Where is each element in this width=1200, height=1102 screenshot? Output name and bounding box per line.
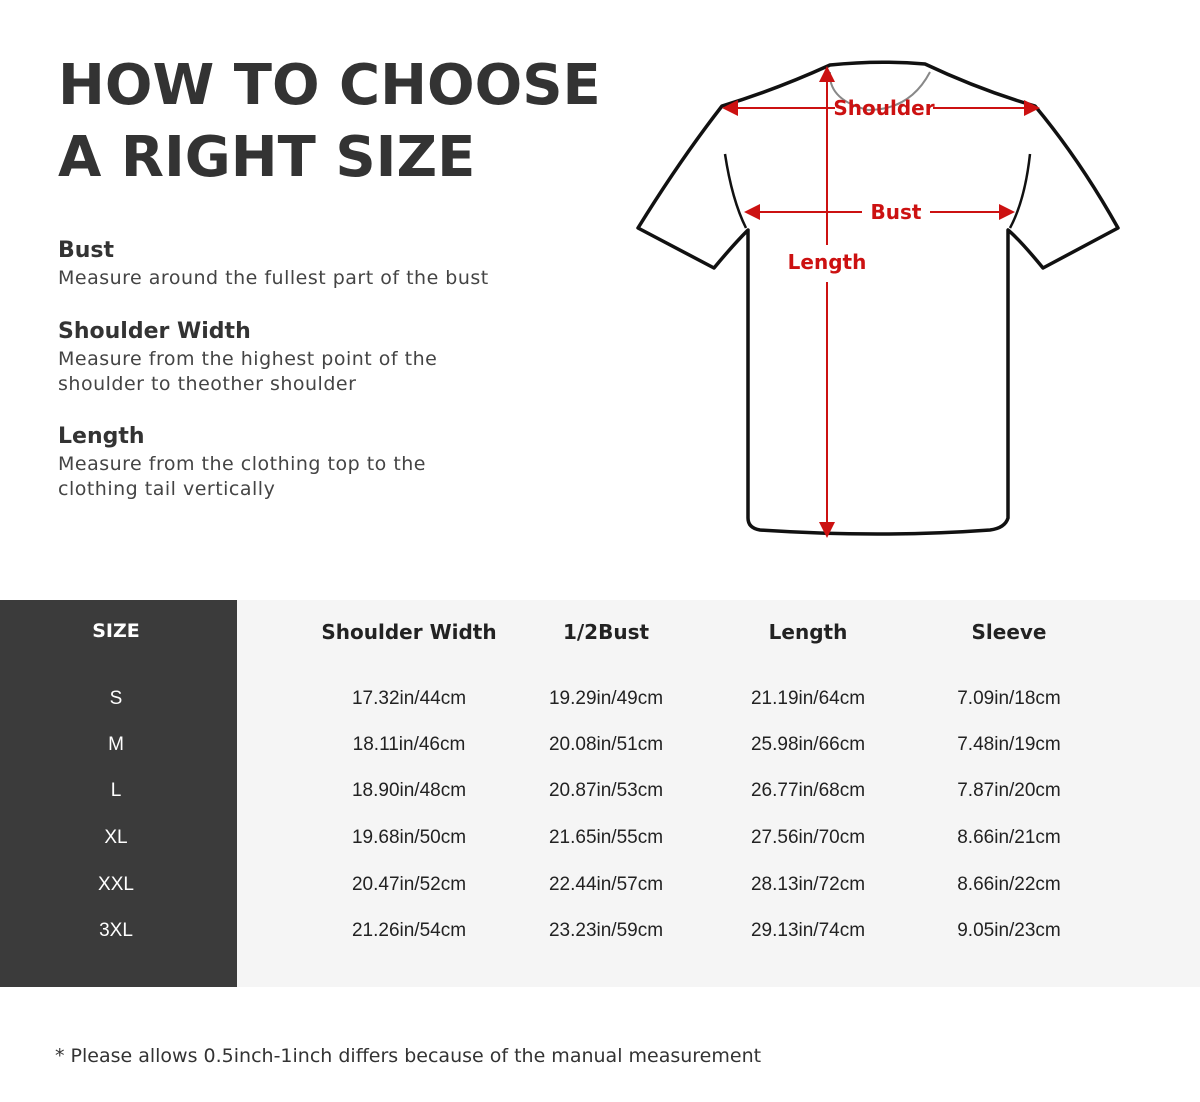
table-cell: 27.56in/70cm — [750, 827, 866, 848]
table-header-cell: SIZE — [92, 620, 140, 642]
definition-text: clothing tail vertically — [58, 478, 276, 500]
table-cell: 21.19in/64cm — [750, 688, 866, 709]
table-cell: 8.66in/22cm — [957, 874, 1061, 895]
table-cell: 18.90in/48cm — [351, 780, 467, 801]
table-header-cell: Length — [768, 620, 848, 644]
definition-text: shoulder to theother shoulder — [58, 373, 357, 395]
shoulder-label: Shoulder — [833, 96, 934, 120]
table-cell: 22.44in/57cm — [548, 874, 664, 895]
size-label: 3XL — [99, 920, 133, 941]
table-header-cell: Shoulder Width — [321, 620, 497, 644]
size-label: S — [109, 688, 123, 709]
definition-bust: Bust Measure around the fullest part of … — [58, 236, 489, 291]
table-cell: 18.11in/46cm — [352, 734, 466, 755]
definition-text: Measure from the clothing top to the — [58, 453, 426, 475]
size-label: XL — [104, 827, 128, 848]
table-cell: 7.87in/20cm — [957, 780, 1061, 801]
definition-shoulder-width: Shoulder Width Measure from the highest … — [58, 317, 437, 397]
size-table: SIZE Shoulder Width 1/2Bust Length Sleeve S 17… — [0, 600, 1200, 987]
bust-label: Bust — [871, 200, 922, 224]
table-header-cell: 1/2Bust — [562, 620, 650, 644]
table-cell: 28.13in/72cm — [750, 874, 866, 895]
tshirt-outline — [636, 60, 1120, 536]
title-line-1: HOW TO CHOOSE — [58, 53, 601, 118]
table-cell: 21.65in/55cm — [548, 827, 664, 848]
title-line-2: A RIGHT SIZE — [58, 125, 476, 190]
table-cell: 19.29in/49cm — [548, 688, 664, 709]
definition-term: Length — [58, 424, 145, 449]
tshirt-diagram: Shoulder Bust Length — [636, 60, 1120, 538]
table-header-cell: Sleeve — [971, 620, 1047, 644]
length-label: Length — [788, 250, 867, 274]
measurement-note: * Please allows 0.5inch-1inch differs be… — [55, 1045, 762, 1067]
table-cell: 29.13in/74cm — [750, 920, 866, 941]
table-cell: 26.77in/68cm — [750, 780, 866, 801]
definition-text: Measure from the highest point of the — [58, 348, 438, 370]
table-cell: 19.68in/50cm — [351, 827, 467, 848]
size-label: L — [110, 780, 122, 801]
definition-term: Shoulder Width — [58, 319, 251, 344]
table-cell: 21.26in/54cm — [351, 920, 467, 941]
table-cell: 20.08in/51cm — [548, 734, 664, 755]
definition-term: Bust — [58, 238, 115, 263]
table-cell: 20.47in/52cm — [351, 874, 467, 895]
definition-length: Length Measure from the clothing top to … — [58, 422, 426, 502]
size-label: XXL — [98, 874, 134, 895]
table-cell: 25.98in/66cm — [750, 734, 866, 755]
table-cell: 9.05in/23cm — [957, 920, 1061, 941]
size-label: M — [108, 734, 124, 755]
size-column — [0, 600, 237, 987]
table-cell: 23.23in/59cm — [548, 920, 664, 941]
definition-text: Measure around the fullest part of the b… — [58, 267, 489, 289]
table-cell: 8.66in/21cm — [957, 827, 1061, 848]
table-cell: 7.48in/19cm — [957, 734, 1061, 755]
table-cell: 17.32in/44cm — [351, 688, 467, 709]
table-cell: 20.87in/53cm — [548, 780, 664, 801]
table-cell: 7.09in/18cm — [957, 688, 1061, 709]
page-title: HOW TO CHOOSE A RIGHT SIZE — [58, 50, 601, 194]
